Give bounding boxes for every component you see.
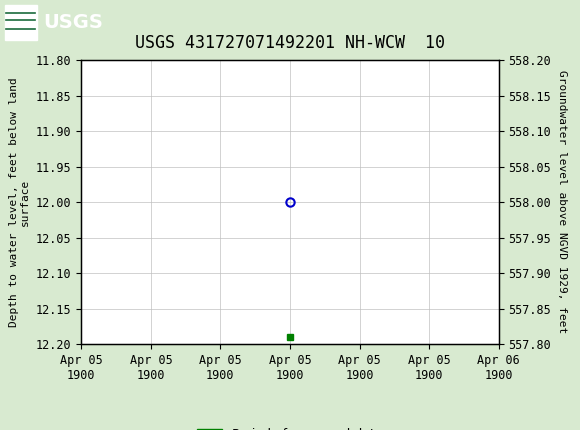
FancyBboxPatch shape: [5, 6, 37, 40]
Text: USGS 431727071492201 NH-WCW  10: USGS 431727071492201 NH-WCW 10: [135, 34, 445, 52]
Legend: Period of approved data: Period of approved data: [192, 423, 388, 430]
Y-axis label: Depth to water level, feet below land
surface: Depth to water level, feet below land su…: [9, 77, 30, 327]
Y-axis label: Groundwater level above NGVD 1929, feet: Groundwater level above NGVD 1929, feet: [557, 71, 567, 334]
Text: USGS: USGS: [44, 13, 103, 32]
